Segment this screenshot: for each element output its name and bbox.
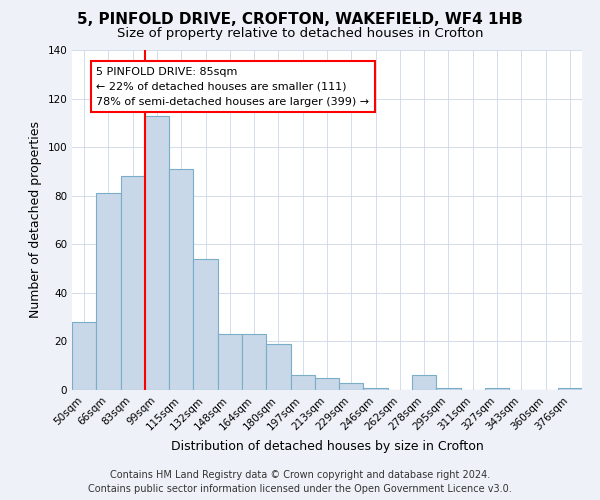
Text: Size of property relative to detached houses in Crofton: Size of property relative to detached ho…	[117, 28, 483, 40]
Bar	[558, 388, 582, 390]
Text: Contains HM Land Registry data © Crown copyright and database right 2024.
Contai: Contains HM Land Registry data © Crown c…	[88, 470, 512, 494]
Text: 5, PINFOLD DRIVE, CROFTON, WAKEFIELD, WF4 1HB: 5, PINFOLD DRIVE, CROFTON, WAKEFIELD, WF…	[77, 12, 523, 28]
Bar	[485, 388, 509, 390]
Y-axis label: Number of detached properties: Number of detached properties	[29, 122, 42, 318]
Bar	[193, 259, 218, 390]
Bar	[339, 382, 364, 390]
Bar	[364, 388, 388, 390]
Bar	[145, 116, 169, 390]
Bar	[169, 169, 193, 390]
Bar	[218, 334, 242, 390]
Bar	[266, 344, 290, 390]
X-axis label: Distribution of detached houses by size in Crofton: Distribution of detached houses by size …	[170, 440, 484, 453]
Bar	[242, 334, 266, 390]
Bar	[121, 176, 145, 390]
Bar	[315, 378, 339, 390]
Bar	[436, 388, 461, 390]
Bar	[96, 194, 121, 390]
Text: 5 PINFOLD DRIVE: 85sqm
← 22% of detached houses are smaller (111)
78% of semi-de: 5 PINFOLD DRIVE: 85sqm ← 22% of detached…	[96, 67, 370, 106]
Bar	[412, 376, 436, 390]
Bar	[290, 376, 315, 390]
Bar	[72, 322, 96, 390]
